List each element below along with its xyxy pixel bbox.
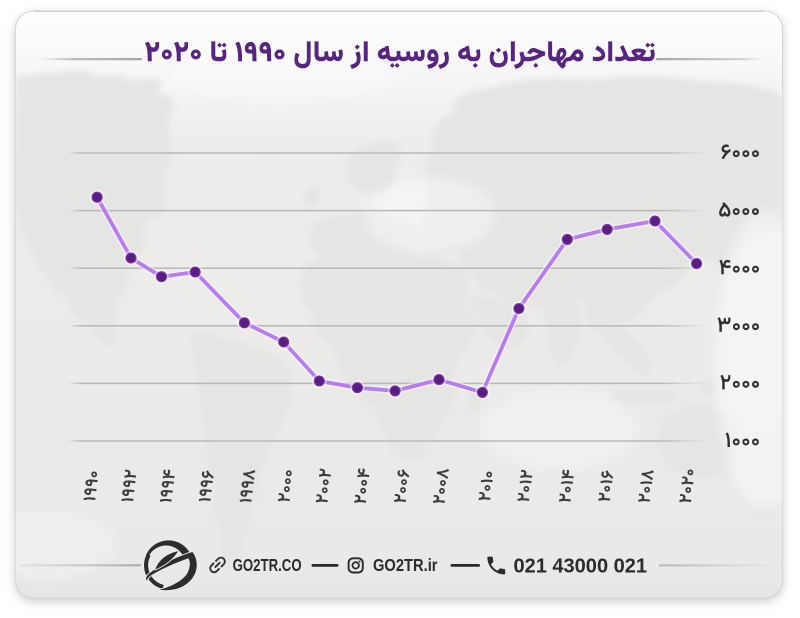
svg-text:021 43000 021: 021 43000 021 xyxy=(514,556,648,578)
svg-text:GO2TR.CO: GO2TR.CO xyxy=(233,555,302,575)
svg-text:GO2TR.ir: GO2TR.ir xyxy=(373,555,438,575)
